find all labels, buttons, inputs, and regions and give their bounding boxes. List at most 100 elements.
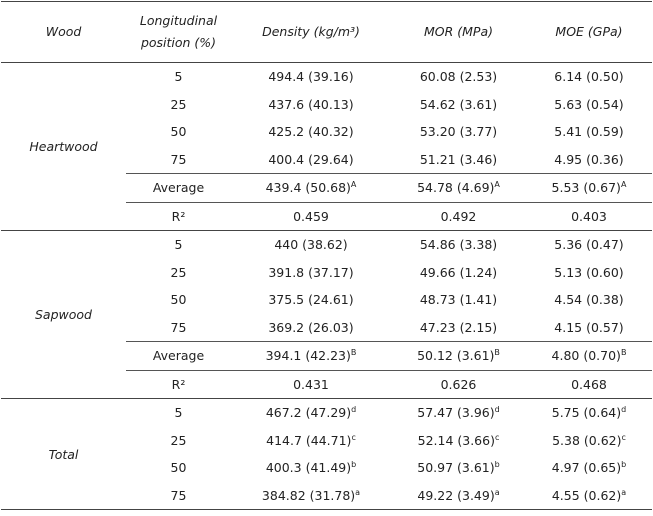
significance-letter: B [494,348,500,358]
position-cell: 5 [126,62,231,91]
table-cell: 50.12 (3.61)B [391,341,526,370]
table-cell: 375.5 (24.61) [268,292,354,308]
table-cell: 47.23 (2.15) [419,319,498,335]
table-row: Average 439.4 (50.68)A 54.78 (4.69)A 5.53 (… [1,173,652,202]
table-cell: 384.82 (31.78)a [231,481,391,510]
significance-letter: d [494,405,500,415]
table-cell: 391.8 (37.17) [268,264,354,280]
table-cell: 6.14 (0.50) [526,62,652,91]
table-row: 50 425.2 (40.32) 53.20 (3.77) 5.41 (0.59) [1,118,652,146]
table-cell: 0.468 [526,369,652,399]
position-cell: 5 [126,398,231,427]
table-cell: 53.20 (3.77) [419,124,498,140]
table-row: R² 0.459 0.492 0.403 [1,201,652,231]
table-cell: 0.492 [391,201,526,231]
significance-letter: B [350,348,357,358]
cell-value: 5.53 (0.67) [551,180,621,196]
position-cell: 25 [170,96,187,112]
group-label: Sapwood [1,230,126,399]
table-row: Sapwood 5 440 (38.62) 54.86 (3.38) 5.36 (0.4… [1,230,652,399]
header-cell: Wood [1,1,126,63]
cell-value: 384.82 (31.78) [261,487,356,503]
table-cell: 57.47 (3.96)d [391,398,526,427]
table-cell: 60.08 (2.53) [391,62,526,91]
table-row: 75 400.4 (29.64) 51.21 (3.46) 4.95 (0.36) [1,146,652,174]
table-cell: 54.62 (3.61) [419,96,498,112]
cell-value: 467.2 (47.29) [265,405,352,421]
table-cell: 51.21 (3.46) [419,151,498,167]
table-cell: 4.15 (0.57) [554,319,624,335]
table-row: 25 414.7 (44.71)c 52.14 (3.66)c 5.38 (0.62)… [1,427,652,455]
table-cell: 414.7 (44.71)c [231,427,391,455]
cell-value: 5.38 (0.62) [552,432,622,448]
table-cell: 49.66 (1.24) [419,264,498,280]
significance-letter: b [621,460,627,470]
table-cell: 0.403 [526,201,652,231]
table-cell: 52.14 (3.66)c [391,427,526,455]
significance-letter: c [351,432,356,442]
table-cell: 394.1 (42.23)B [231,341,391,370]
cell-value: 5.75 (0.64) [551,405,622,421]
position-cell: 75 [170,151,187,167]
group-label: Heartwood [1,62,126,231]
significance-letter: b [351,460,357,470]
significance-letter: B [620,348,627,358]
table-cell: 5.38 (0.62)c [526,427,652,455]
table-cell: 0.626 [391,369,526,399]
position-cell: 50 [170,292,187,308]
position-cell: 50 [170,124,187,140]
position-cell: 75 [170,319,187,335]
position-cell: 25 [170,264,187,280]
group-label: Total [1,398,126,510]
table-cell: 437.6 (40.13) [268,96,354,112]
table-row: 50 375.5 (24.61) 48.73 (1.41) 4.54 (0.38) [1,286,652,314]
table-cell: 50.97 (3.61)b [391,454,526,482]
table-cell: 4.54 (0.38) [554,292,624,308]
cell-value: 50.12 (3.61) [417,348,495,364]
table-row: 75 384.82 (31.78)a 49.22 (3.49)a 4.55 (0.62… [1,481,652,510]
significance-letter: d [351,405,357,415]
significance-letter: A [494,180,500,190]
table-cell: 4.55 (0.62)a [526,481,652,510]
significance-letter: b [494,460,500,470]
table-cell: 5.13 (0.60) [554,264,624,280]
table-cell: 4.95 (0.36) [554,151,624,167]
table-cell: 5.36 (0.47) [526,230,652,259]
table-cell: 48.73 (1.41) [419,292,498,308]
cell-value: 400.3 (41.49) [265,460,352,476]
position-cell: 25 [170,432,187,448]
position-cell: 50 [170,460,187,476]
cell-value: 394.1 (42.23) [265,348,351,364]
table-row: 25 391.8 (37.17) 49.66 (1.24) 5.13 (0.60) [1,259,652,287]
table-cell: 5.63 (0.54) [554,96,624,112]
significance-letter: a [494,487,500,497]
table-cell: 5.53 (0.67)A [526,173,652,202]
significance-letter: c [621,432,626,442]
table-cell: 49.22 (3.49)a [391,481,526,510]
table-row: 50 400.3 (41.49)b 50.97 (3.61)b 4.97 (0.65)… [1,454,652,482]
significance-letter: c [494,432,500,442]
cell-value: 4.97 (0.65) [551,460,622,476]
significance-letter: A [350,180,357,190]
table-cell: 494.4 (39.16) [231,62,391,91]
cell-value: 50.97 (3.61) [417,460,495,476]
position-cell: 5 [126,230,231,259]
significance-letter: A [620,180,627,190]
table-cell: 440 (38.62) [231,230,391,259]
position-cell: R² [126,201,231,231]
table-row: 75 369.2 (26.03) 47.23 (2.15) 4.15 (0.57) [1,314,652,342]
table-row: 25 437.6 (40.13) 54.62 (3.61) 5.63 (0.54) [1,91,652,119]
table-cell: 54.78 (4.69)A [391,173,526,202]
table-cell: 54.86 (3.38) [391,230,526,259]
table-cell: 439.4 (50.68)A [231,173,391,202]
header-cell: Longitudinal position (%) [126,1,231,63]
cell-value: 4.55 (0.62) [551,487,622,503]
table-body: Heartwood 5 494.4 (39.16) 60.08 (2.53) 6.14 … [1,62,652,510]
cell-value: 4.80 (0.70) [551,348,621,364]
table-row: Total 5 467.2 (47.29)d 57.47 (3.96)d 5.75 (0… [1,398,652,510]
table-row: Heartwood 5 494.4 (39.16) 60.08 (2.53) 6.14 … [1,62,652,231]
cell-value: 52.14 (3.66) [417,432,495,448]
header-row: Wood Longitudinal position (%) Density (kg… [1,1,652,63]
